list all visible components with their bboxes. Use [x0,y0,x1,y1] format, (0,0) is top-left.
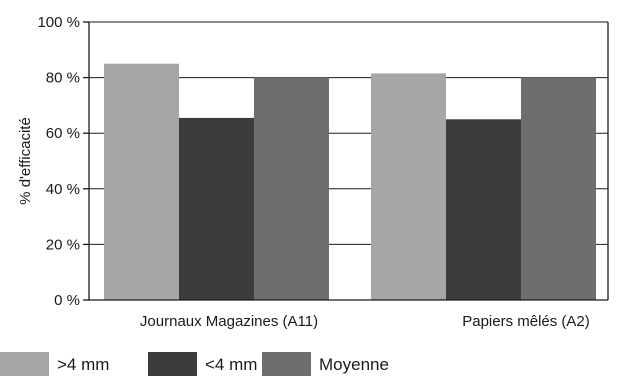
x-category-label: Papiers mêlés (A2) [462,313,590,330]
legend-swatch [148,352,197,376]
axes [83,21,609,301]
y-tick-label: 20 % [46,236,80,253]
bars [104,63,596,301]
bar [179,117,254,300]
x-category-label: Journaux Magazines (A11) [140,313,318,330]
bar [104,63,179,301]
legend-label: <4 mm [205,355,257,374]
y-tick-label: 80 % [46,70,80,87]
y-axis-label: % d'efficacité [17,117,34,205]
legend-swatch [262,352,311,376]
legend-swatch [0,352,49,376]
y-tick-label: 0 % [54,292,80,309]
y-tick-labels: 0 % 20 % 40 % 60 % 80 % 100 % [37,14,80,309]
y-tick-label: 100 % [37,14,80,31]
legend: >4 mm <4 mm Moyenne [0,352,389,376]
bar [521,77,596,300]
bar [254,77,329,300]
category-labels: Journaux Magazines (A11) Papiers mêlés (A… [140,313,590,330]
bar [371,73,446,301]
legend-label: Moyenne [319,355,389,374]
bar [446,119,521,300]
y-tick-label: 60 % [46,125,80,142]
legend-label: >4 mm [57,355,109,374]
y-tick-label: 40 % [46,181,80,198]
